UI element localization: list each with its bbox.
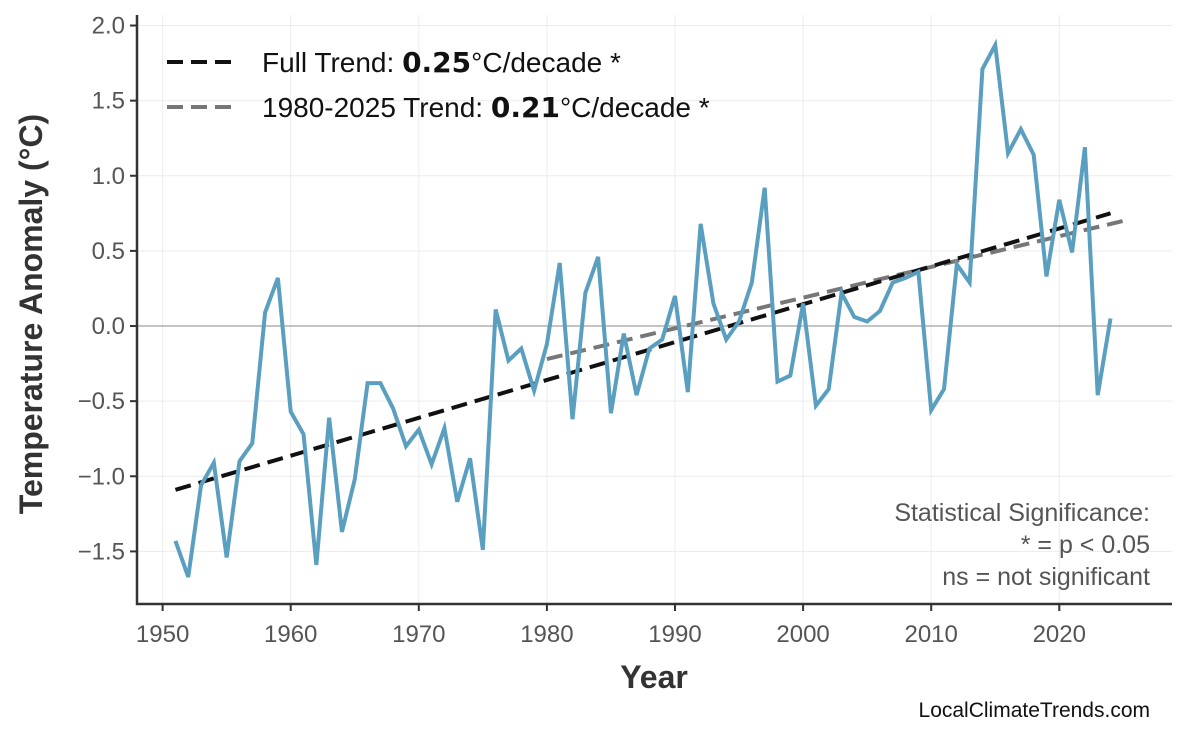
y-tick-label: 1.5 xyxy=(92,88,125,115)
trend-line xyxy=(174,211,1112,492)
y-tick-label: −1.5 xyxy=(78,538,125,565)
y-axis-label: Temperature Anomaly (°C) xyxy=(13,114,49,514)
y-tick-label: 2.0 xyxy=(92,13,125,40)
temperature-series-line xyxy=(173,38,1113,578)
y-ticks: −1.5 −1.0 −0.5 0.0 0.5 1.0 1.5 2.0 xyxy=(78,13,137,565)
legend-entry: Full Trend: 0.25°C/decade * xyxy=(262,46,621,79)
x-tick-label: 2010 xyxy=(904,621,957,648)
y-tick-label: 0.5 xyxy=(92,238,125,265)
significance-title: Statistical Significance: xyxy=(894,499,1150,527)
x-tick-label: 1960 xyxy=(264,621,317,648)
x-tick-label: 1980 xyxy=(520,621,573,648)
x-axis-label: Year xyxy=(620,659,688,695)
legend-entry: 1980-2025 Trend: 0.21°C/decade * xyxy=(262,91,710,124)
x-tick-label: 1950 xyxy=(136,621,189,648)
x-tick-label: 1990 xyxy=(648,621,701,648)
y-tick-label: −0.5 xyxy=(78,388,125,415)
y-tick-label: 1.0 xyxy=(92,163,125,190)
x-tick-label: 1970 xyxy=(392,621,445,648)
x-tick-label: 2000 xyxy=(776,621,829,648)
trend-line xyxy=(546,218,1124,362)
trend-lines xyxy=(174,211,1124,492)
y-tick-label: −1.0 xyxy=(78,463,125,490)
legend: Full Trend: 0.25°C/decade * 1980-2025 Tre… xyxy=(167,46,710,124)
significance-ns: ns = not significant xyxy=(942,563,1150,591)
y-tick-label: 0.0 xyxy=(92,313,125,340)
watermark: LocalClimateTrends.com xyxy=(919,699,1150,722)
x-tick-label: 2020 xyxy=(1033,621,1086,648)
axes xyxy=(135,15,1172,606)
x-ticks: 1950 1960 1970 1980 1990 2000 2010 2020 xyxy=(136,604,1086,648)
significance-note: Statistical Significance: * = p < 0.05 n… xyxy=(894,499,1150,591)
significance-p: * = p < 0.05 xyxy=(1021,531,1150,559)
